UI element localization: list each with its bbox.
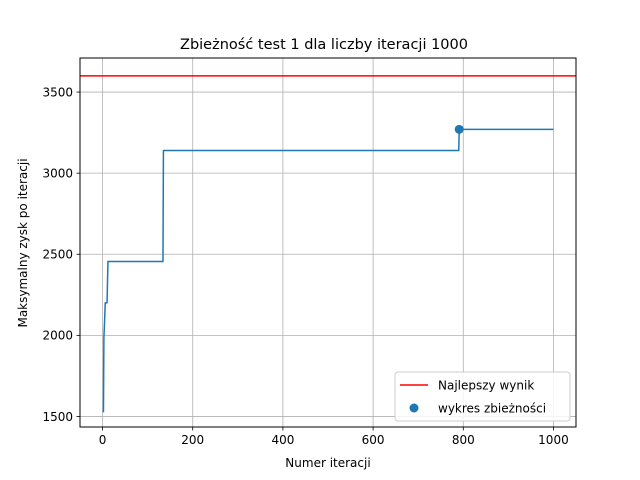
plot-frame [79,57,577,428]
y-tick-label: 2000 [42,329,73,343]
y-axis-ticks: 1500 2000 2500 3000 3500 [42,85,80,424]
x-axis-ticks: 0 200 400 600 800 1000 [99,427,569,447]
legend-label: Najlepszy wynik [438,378,534,392]
y-tick-label: 1500 [42,410,73,424]
x-tick-label: 0 [99,433,107,447]
legend-label: wykres zbieżności [438,401,546,415]
y-tick-label: 3000 [42,166,73,180]
y-axis-label: Maksymalny zysk po iteracji [16,158,30,327]
series-layer [102,124,554,413]
x-tick-label: 1000 [538,433,569,447]
x-tick-label: 800 [452,433,475,447]
legend-dot-swatch [409,403,419,413]
legend-box [394,371,571,422]
convergence-point [454,124,464,134]
convergence-line [102,128,554,413]
y-tick-label: 2500 [42,248,73,262]
y-tick-label: 3500 [42,85,73,99]
x-tick-label: 400 [271,433,294,447]
chart-title: Zbieżność test 1 dla liczby iteracji 100… [180,37,468,53]
x-tick-label: 200 [181,433,204,447]
legend: Najlepszy wynik wykres zbieżności [394,371,571,422]
x-tick-label: 600 [362,433,385,447]
x-axis-label: Numer iteracji [285,456,370,470]
